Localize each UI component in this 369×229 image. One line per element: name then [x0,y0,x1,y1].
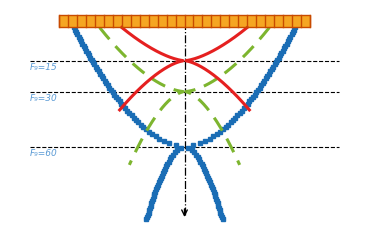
Bar [59,15,310,27]
Text: F₉=30: F₉=30 [30,94,57,103]
Text: F₉=60: F₉=60 [30,149,57,158]
Text: F₉=15: F₉=15 [30,63,57,72]
Bar [59,15,310,27]
